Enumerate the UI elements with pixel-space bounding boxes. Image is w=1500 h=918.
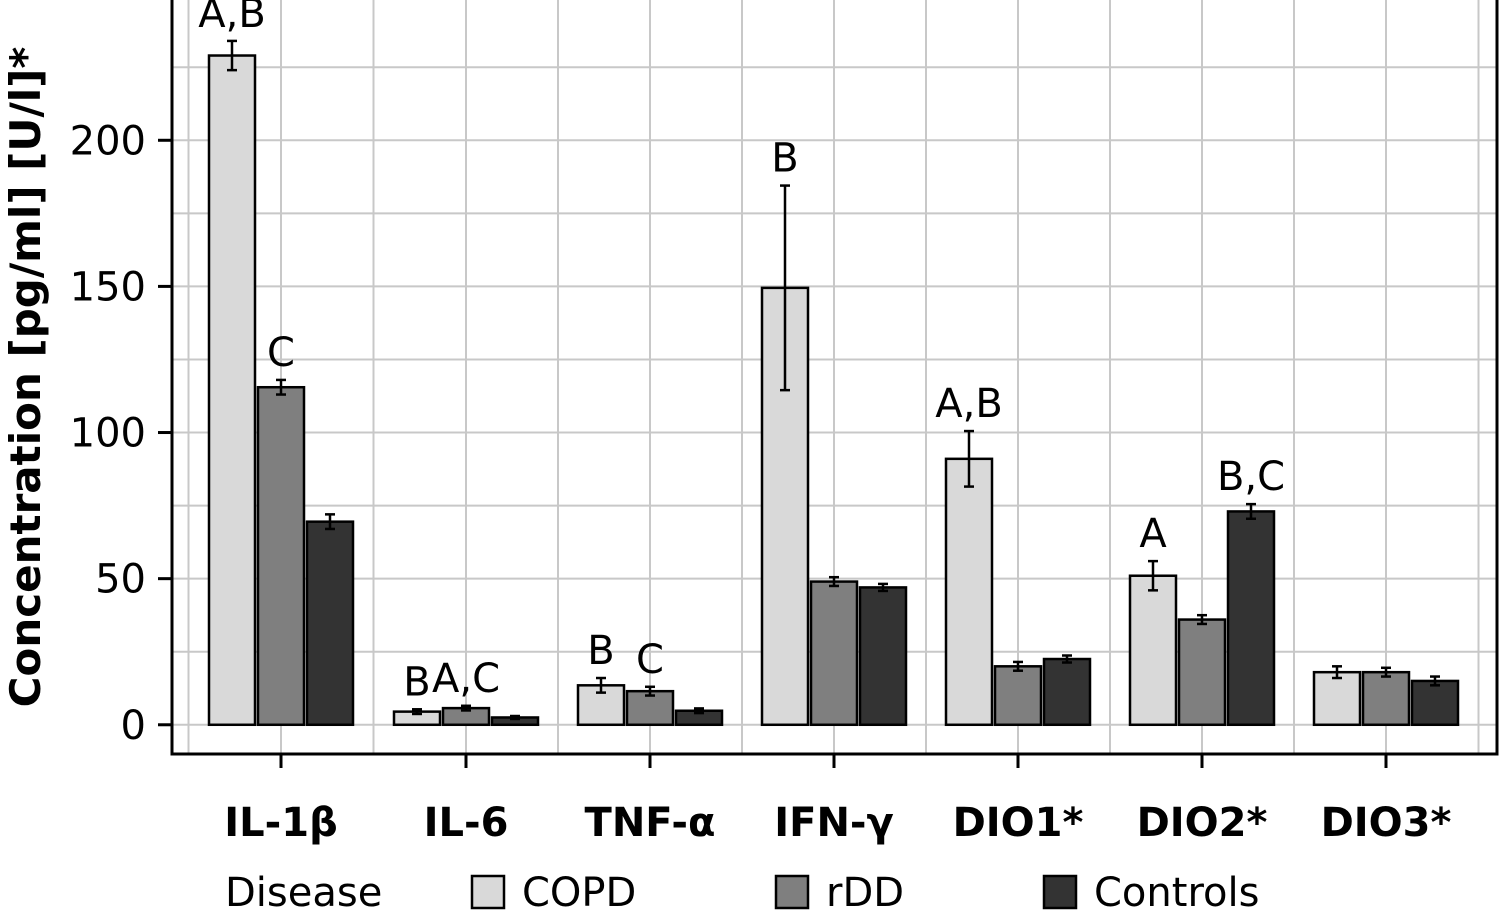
significance-label: A,C: [432, 656, 500, 702]
legend-swatch: [1042, 874, 1078, 910]
legend-label: rDD: [826, 870, 904, 914]
bar: [1042, 657, 1092, 727]
legend-swatch: [470, 874, 506, 910]
y-tick-label: 100: [70, 411, 146, 457]
bar: [305, 520, 355, 727]
significance-label: B,C: [1217, 454, 1285, 500]
significance-label: B: [587, 628, 614, 674]
y-tick-label: 50: [95, 557, 146, 603]
x-tick-label: DIO2*: [1137, 800, 1268, 846]
significance-label: C: [636, 637, 664, 683]
x-tick-label: TNF-α: [585, 800, 716, 846]
x-tick-label: IL-6: [424, 800, 509, 846]
y-tick-label: 0: [121, 703, 146, 749]
y-axis: 0 50 100 150 200 Concentration [pg/ml] [U/l]*: [1, 47, 172, 749]
significance-label: B: [403, 659, 430, 705]
x-axis: IL-1β IL-6 TNF-α IFN-γ DIO1* DIO2* DIO3*: [224, 754, 1452, 846]
x-tick-label: IFN-γ: [774, 800, 894, 846]
bar: [809, 580, 859, 727]
bar: [944, 457, 994, 727]
bar: [1361, 670, 1411, 727]
bar: [1410, 679, 1460, 727]
bar: [1177, 618, 1227, 727]
significance-label: A,B: [935, 381, 1003, 427]
significance-label: C: [267, 330, 295, 376]
bar: [1312, 670, 1362, 727]
significance-label: A: [1139, 511, 1167, 557]
x-tick-label: DIO1*: [953, 800, 1084, 846]
y-tick-label: 200: [70, 118, 146, 164]
significance-label: A,B: [198, 0, 266, 37]
legend-title: Disease: [225, 870, 382, 914]
y-tick-label: 150: [70, 264, 146, 310]
legend-label: Controls: [1094, 870, 1259, 914]
bars: A,B B B B A,B A C A,C C B,C: [198, 0, 1460, 727]
bar: [256, 385, 306, 727]
y-axis-label: Concentration [pg/ml] [U/l]*: [1, 47, 50, 708]
significance-label: B: [771, 136, 798, 182]
bar: [993, 665, 1043, 727]
legend: Disease COPD rDD Controls: [225, 870, 1259, 916]
x-tick-label: IL-1β: [224, 800, 337, 846]
legend-swatch: [774, 874, 810, 910]
bar: [1128, 574, 1178, 727]
x-tick-label: DIO3*: [1321, 800, 1452, 846]
bar: [207, 54, 257, 727]
bar: [1226, 510, 1276, 727]
bar: [858, 586, 908, 727]
legend-label: COPD: [522, 870, 636, 914]
